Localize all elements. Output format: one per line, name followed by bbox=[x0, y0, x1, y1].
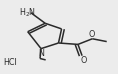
Text: O: O bbox=[89, 30, 95, 39]
Text: HCl: HCl bbox=[3, 58, 17, 67]
Text: O: O bbox=[81, 56, 87, 65]
Text: H$_2$N: H$_2$N bbox=[19, 6, 37, 19]
Text: N: N bbox=[38, 49, 44, 58]
